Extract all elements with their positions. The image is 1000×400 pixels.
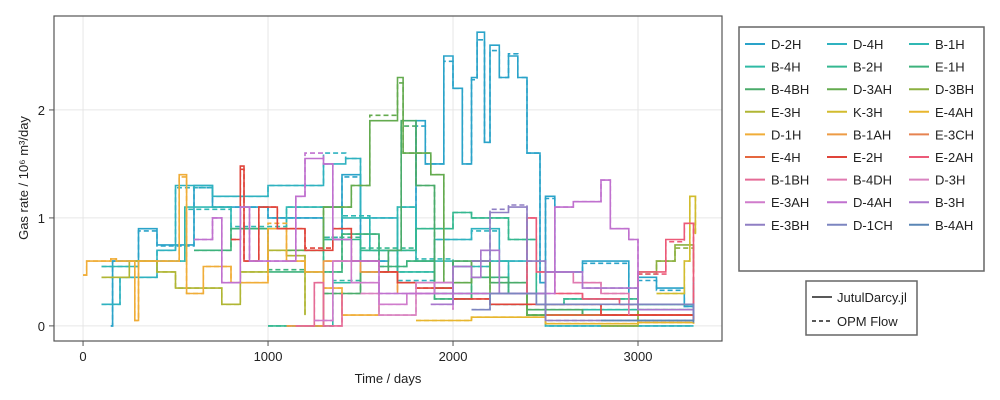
series-E-3CH-opm [619, 314, 695, 321]
legend-label: D-2H [771, 37, 801, 52]
x-tick-label: 0 [79, 349, 86, 364]
legend-label: E-3CH [935, 127, 974, 142]
legend-label: E-4H [771, 150, 801, 165]
series-E-4H-jutul [545, 314, 695, 321]
legend-label: D-1CH [853, 218, 893, 233]
series-B-4AH-jutul [601, 319, 695, 323]
series-E-2H-opm [231, 168, 695, 321]
x-tick-label: 2000 [439, 349, 468, 364]
series-E-3BH-jutul [471, 206, 694, 322]
legend-label: D-4H [853, 37, 883, 52]
legend-label: D-1H [771, 127, 801, 142]
legend-style-label: JutulDarcy.jl [837, 290, 907, 305]
legend-label: E-1H [935, 60, 965, 75]
legend-label: E-3AH [771, 195, 809, 210]
series-E-3CH-jutul [619, 314, 695, 321]
y-tick-label: 2 [38, 103, 45, 118]
legend-label: B-1H [935, 37, 965, 52]
legend-label: E-3H [771, 105, 801, 120]
series-D-3BH-jutul [601, 244, 695, 327]
legend-label: B-1AH [853, 127, 891, 142]
legend-label: E-2H [853, 150, 883, 165]
series-K-3H-jutul [656, 195, 697, 295]
grid [54, 16, 722, 341]
legend-label: B-4BH [771, 82, 809, 97]
series-D-1H-jutul [83, 173, 380, 322]
y-tick-label: 1 [38, 211, 45, 226]
series-E-2H-jutul [231, 165, 695, 321]
x-tick-label: 1000 [254, 349, 283, 364]
ticks: 0 1000 2000 3000 0 1 2 [38, 103, 653, 364]
legend-label: E-2AH [935, 150, 973, 165]
series-E-2AH-opm [517, 217, 695, 310]
plot-frame [53, 15, 723, 342]
series-lines [83, 31, 697, 327]
legend-label: B-4H [771, 60, 801, 75]
y-tick-label: 0 [38, 319, 45, 334]
legend-label: E-4AH [935, 105, 973, 120]
legend-label: D-3H [935, 173, 965, 188]
legend-label: B-4AH [935, 218, 973, 233]
legend-label: B-3H [935, 195, 965, 210]
legend-label: B-4DH [853, 173, 892, 188]
legend-style-entries: JutulDarcy.jl OPM Flow [812, 290, 907, 329]
legend-label: D-4AH [853, 195, 892, 210]
series-D-1CH-jutul [471, 292, 695, 321]
x-tick-label: 3000 [624, 349, 653, 364]
legend-simulators [805, 280, 918, 336]
series-E-2AH-jutul [517, 217, 695, 310]
legend-wells [738, 26, 985, 272]
legend-label: B-2H [853, 60, 883, 75]
series-B-1BH-jutul [295, 281, 343, 327]
legend-label: D-3AH [853, 82, 892, 97]
series-E-4AH-jutul [416, 316, 695, 325]
legend-label: E-3BH [771, 218, 809, 233]
y-axis-label: Gas rate / 10⁶ m³/day [16, 116, 31, 240]
series-E-3AH-opm [314, 260, 454, 322]
legend-label: B-1BH [771, 173, 809, 188]
series-D-2H-jutul [110, 31, 695, 327]
series-B-1BH-opm [295, 281, 343, 327]
series-E-3AH-jutul [314, 260, 454, 322]
series-D-3BH-opm [601, 247, 695, 327]
series-E-4H-opm [545, 314, 695, 321]
legend-label: D-3BH [935, 82, 974, 97]
x-axis-label: Time / days [355, 371, 422, 386]
legend-style-label: OPM Flow [837, 314, 898, 329]
series-D-4AH-jutul [194, 157, 639, 295]
legend-label: K-3H [853, 105, 883, 120]
legend-entries: D-2H D-4H B-1H B-4H B-2H E-1H B-4BH D-3AH D-3BH E… [745, 37, 974, 233]
